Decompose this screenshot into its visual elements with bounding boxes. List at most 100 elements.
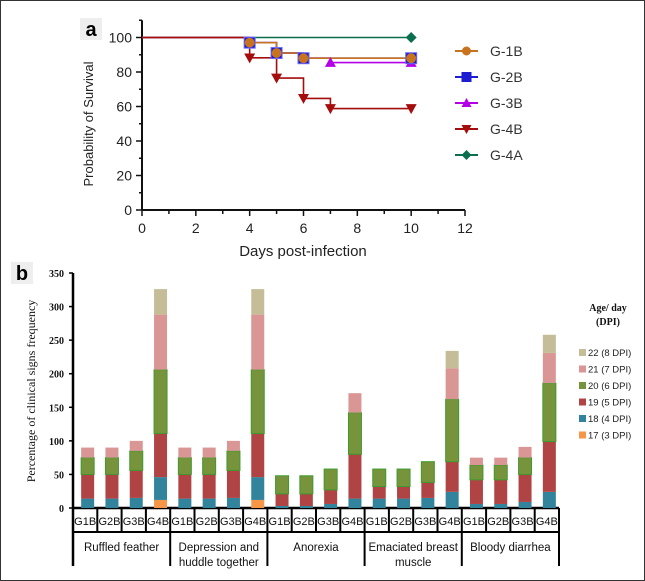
panel-b-label: b xyxy=(16,263,28,285)
bar-segment xyxy=(518,474,532,502)
y-axis-label: Probability of Survival xyxy=(81,61,96,186)
subcategory-label: G3B xyxy=(220,516,242,528)
bar-segment xyxy=(177,457,192,475)
legend-title: Age/ day xyxy=(589,303,627,314)
bar-segment xyxy=(542,352,556,384)
bar-segment xyxy=(494,479,508,504)
bar-segment xyxy=(129,450,144,471)
subcategory-label: G4B xyxy=(244,516,266,528)
bar-segment xyxy=(469,479,483,504)
bar-segment xyxy=(81,498,95,508)
subcategory-label: G2B xyxy=(98,516,120,528)
subcategory-label: G3B xyxy=(317,516,339,528)
legend-item: 20 (6 DPI) xyxy=(579,381,631,392)
bar-segment xyxy=(154,314,168,370)
bar-segment xyxy=(251,477,265,500)
y-axis-label-b: Percentage of clinical signs frequency xyxy=(24,300,38,483)
bar-segment xyxy=(420,461,435,483)
data-point-triangle-down xyxy=(324,104,336,115)
legend-swatch xyxy=(579,398,586,406)
bar-segment xyxy=(542,382,557,443)
bar-segment xyxy=(250,369,265,434)
bar-segment xyxy=(542,441,556,492)
data-point-triangle-down xyxy=(244,53,256,64)
subcategory-label: G4B xyxy=(147,516,169,528)
bar-segment xyxy=(324,503,338,508)
bar-segment xyxy=(202,447,216,458)
bar-segment xyxy=(542,334,556,353)
legend-item: G-3B xyxy=(455,95,523,111)
legend-item: 17 (3 DPI) xyxy=(579,431,631,442)
subcategory-label: G1B xyxy=(366,516,388,528)
y-tick-label: 0 xyxy=(124,202,132,218)
y-tick-label: 150 xyxy=(49,403,64,414)
data-point-square xyxy=(461,72,472,82)
legend-title: (DPI) xyxy=(596,317,620,328)
legend-label: 18 (4 DPI) xyxy=(588,414,631,425)
data-point-triangle-down xyxy=(271,73,283,84)
legend-label: G-4A xyxy=(490,147,523,163)
bar-segment xyxy=(469,464,484,481)
x-tick-label: 0 xyxy=(138,220,146,236)
bar-segment xyxy=(494,457,508,466)
bar-segment xyxy=(105,474,119,499)
bar-segment xyxy=(178,447,192,458)
y-tick-label: 100 xyxy=(109,30,133,46)
y-tick-label: 350 xyxy=(49,269,64,280)
panel-a-label: a xyxy=(85,19,97,41)
bar-segment xyxy=(372,486,386,499)
bar-segment xyxy=(421,482,435,498)
bar-segment xyxy=(445,491,459,508)
group-label: Anorexia xyxy=(293,542,339,554)
panel-a-tag-bg xyxy=(80,18,102,40)
data-point-circle xyxy=(298,53,309,64)
bar-segment xyxy=(348,393,362,413)
group-label: Ruffled feather xyxy=(84,542,159,554)
legend-swatch xyxy=(579,431,586,439)
bar-segment xyxy=(445,350,459,369)
x-axis-label: Days post-infection xyxy=(239,243,367,260)
bar-segment xyxy=(105,498,119,508)
y-tick-label: 80 xyxy=(116,64,132,80)
legend-label: G-2B xyxy=(490,69,523,85)
subcategory-label: G2B xyxy=(390,516,412,528)
data-point-circle xyxy=(406,53,417,64)
bar-segment xyxy=(397,486,411,499)
bar-segment xyxy=(421,497,435,508)
subcategory-label: G4B xyxy=(341,516,363,528)
y-tick-label: 40 xyxy=(116,133,132,149)
bar-segment xyxy=(518,457,533,475)
legend-swatch xyxy=(579,382,586,389)
bar-segment xyxy=(299,505,313,508)
data-point-circle xyxy=(462,46,471,56)
bar-segment xyxy=(226,497,240,508)
bar-segment xyxy=(275,493,289,506)
subcategory-label: G2B xyxy=(293,516,315,528)
bar-segment xyxy=(324,489,338,504)
y-tick-label: 100 xyxy=(49,437,64,448)
x-tick-label: 8 xyxy=(353,220,361,236)
bar-segment xyxy=(154,289,168,315)
legend-item: 21 (7 DPI) xyxy=(579,365,631,376)
bar-segment xyxy=(275,505,289,508)
subcategory-label: G3B xyxy=(414,516,436,528)
group-label: Emaciated breast xyxy=(368,542,458,554)
subcategory-label: G3B xyxy=(512,516,534,528)
subcategory-label: G2B xyxy=(196,516,218,528)
group-label: muscle xyxy=(395,557,431,569)
group-label: Depression and xyxy=(179,542,260,554)
subcategory-label: G4B xyxy=(439,516,461,528)
group-label: huddle together xyxy=(179,557,259,569)
bar-segment xyxy=(494,503,508,508)
legend-label: G-3B xyxy=(490,95,523,111)
legend-swatch xyxy=(579,365,586,373)
bar-segment xyxy=(178,474,192,499)
data-point-triangle-up xyxy=(461,98,472,107)
data-point-triangle-down xyxy=(461,125,472,134)
legend-item: G-1B xyxy=(455,43,523,59)
bar-segment xyxy=(397,498,411,508)
bar-segment xyxy=(81,447,95,458)
bar-segment xyxy=(226,470,240,498)
bar-segment xyxy=(129,440,143,451)
